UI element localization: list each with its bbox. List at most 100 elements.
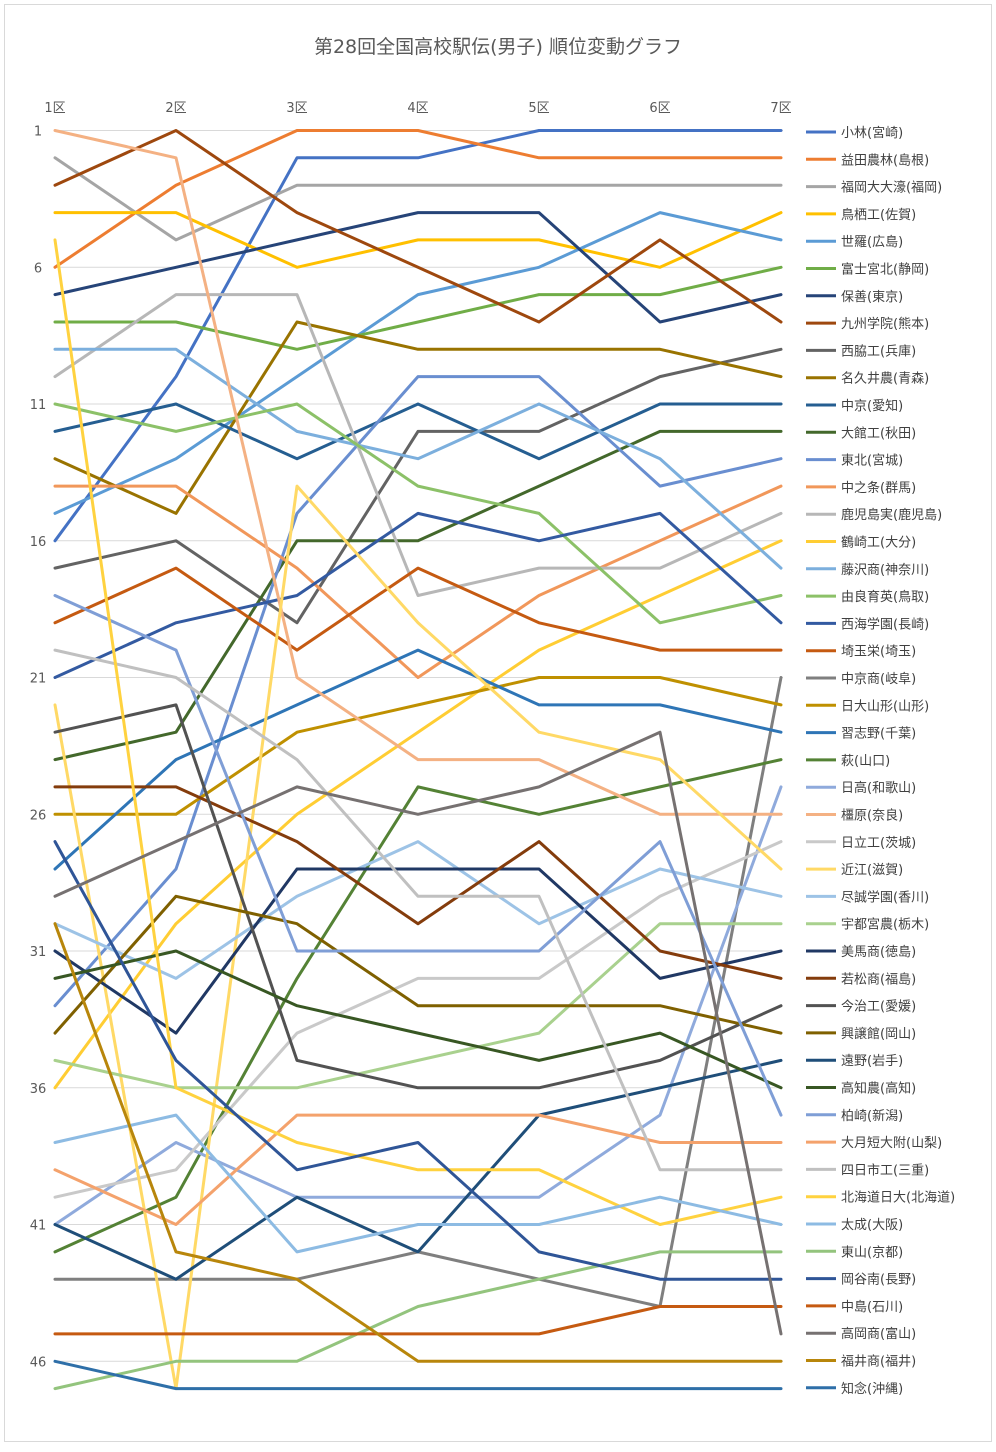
legend-label: 尽誠学園(香川) xyxy=(841,889,929,905)
legend-label: 日高(和歌山) xyxy=(841,780,916,796)
legend-label: 東山(京都) xyxy=(841,1244,903,1260)
series-line-29 xyxy=(53,840,783,980)
series-line-44 xyxy=(53,1305,783,1336)
legend-label: 大館工(秋田) xyxy=(841,426,916,441)
x-tick-label: 7区 xyxy=(770,101,791,116)
series-line-14 xyxy=(53,484,783,679)
series-line-40 xyxy=(53,238,783,1226)
legend-label: 近江(滋賀) xyxy=(841,863,903,878)
series-line-22 xyxy=(53,676,783,816)
series-line-3 xyxy=(53,156,783,242)
x-tick-label: 6区 xyxy=(649,101,670,116)
x-tick-label: 4区 xyxy=(407,101,428,116)
legend-label: 埼玉栄(埼玉) xyxy=(841,645,916,660)
legend-label: 四日市工(三重) xyxy=(841,1162,929,1178)
y-tick-label: 26 xyxy=(30,808,47,823)
series-line-12 xyxy=(53,429,783,762)
series-line-6 xyxy=(53,265,783,351)
legend-label: 岡谷南(長野) xyxy=(841,1272,916,1288)
y-tick-label: 11 xyxy=(30,398,47,413)
y-tick-label: 36 xyxy=(30,1082,47,1097)
legend-label: 由良育英(鳥取) xyxy=(841,589,929,605)
y-tick-label: 46 xyxy=(30,1355,47,1370)
series-line-4 xyxy=(53,211,783,269)
series-line-15 xyxy=(53,293,783,597)
legend-label: 中島(石川) xyxy=(841,1300,903,1315)
x-tick-label: 2区 xyxy=(165,101,186,116)
series-line-46 xyxy=(53,922,783,1363)
legend-label: 大月短大附(山梨) xyxy=(841,1136,942,1151)
legend-label: 鹿児島実(鹿児島) xyxy=(841,507,942,523)
legend-label: 世羅(広島) xyxy=(841,235,903,250)
series-line-37 xyxy=(53,594,783,1117)
legend-label: 西脇工(兵庫) xyxy=(841,344,916,359)
y-tick-label: 21 xyxy=(30,672,47,687)
legend-label: 若松商(福島) xyxy=(841,971,916,987)
series-line-45 xyxy=(53,730,783,1336)
series-line-47 xyxy=(53,1359,783,1391)
series-line-25 xyxy=(53,785,783,1226)
series-line-23 xyxy=(53,648,783,871)
series-line-8 xyxy=(53,129,783,324)
legend-label: 北海道日大(北海道) xyxy=(841,1191,955,1206)
x-axis-labels: 1区 2区 3区 4区 5区 6区 7区 xyxy=(44,101,791,116)
legend-label: 名久井農(青森) xyxy=(841,371,929,387)
legend-label: 日立工(茨城) xyxy=(841,836,916,851)
legend-label: 福岡大大濠(福岡) xyxy=(841,180,942,196)
legend-label: 興譲館(岡山) xyxy=(841,1026,916,1042)
legend-label: 習志野(千葉) xyxy=(841,727,916,742)
legend-label: 中京(愛知) xyxy=(841,398,903,414)
gridlines xyxy=(55,130,783,1362)
series-line-33 xyxy=(53,703,783,1090)
legend-label: 高知農(高知) xyxy=(841,1081,916,1097)
x-tick-label: 5区 xyxy=(528,101,549,116)
x-tick-label: 1区 xyxy=(44,101,65,116)
series-line-36 xyxy=(53,949,783,1090)
legend-label: 橿原(奈良) xyxy=(841,808,903,824)
chart-frame xyxy=(4,4,992,1442)
legend-label: 保善(東京) xyxy=(841,289,903,305)
legend-label: 高岡商(富山) xyxy=(841,1326,916,1342)
legend-label: 宇都宮農(栃木) xyxy=(841,917,929,933)
series-line-1 xyxy=(53,129,783,543)
legend-label: 中京商(岐阜) xyxy=(841,671,916,687)
legend-label: 九州学院(熊本) xyxy=(841,316,929,332)
legend-label: 小林(宮崎) xyxy=(841,125,903,141)
series-line-41 xyxy=(53,1113,783,1254)
legend-label: 今治工(愛媛) xyxy=(841,999,916,1015)
series-line-38 xyxy=(53,1113,783,1226)
legend-label: 東北(宮城) xyxy=(841,453,903,469)
series-line-26 xyxy=(53,129,783,816)
legend-label: 美馬商(徳島) xyxy=(841,945,916,960)
series-line-39 xyxy=(53,648,783,1172)
y-tick-label: 1 xyxy=(34,125,42,140)
legend-label: 西海学園(長崎) xyxy=(841,616,929,632)
series-line-34 xyxy=(53,894,783,1035)
legend-label: 柏崎(新潟) xyxy=(841,1108,903,1124)
series-line-10 xyxy=(53,320,783,515)
legend-label: 日大山形(山形) xyxy=(841,699,929,714)
series-line-7 xyxy=(53,211,783,324)
y-tick-label: 16 xyxy=(30,535,47,550)
legend-label: 萩(山口) xyxy=(841,754,890,769)
series-line-9 xyxy=(53,347,783,625)
series-line-31 xyxy=(53,867,783,1035)
series-line-43 xyxy=(53,840,783,1281)
legend-label: 福井商(福井) xyxy=(841,1355,916,1370)
series-line-32 xyxy=(53,785,783,980)
series-line-18 xyxy=(53,402,783,625)
y-tick-label: 6 xyxy=(34,261,42,276)
series-line-19 xyxy=(53,511,783,679)
series-line-16 xyxy=(53,539,783,1090)
legend-label: 藤沢商(神奈川) xyxy=(841,563,929,578)
legend: 小林(宮崎) 益田農林(島根) 福岡大大濠(福岡) 鳥栖工(佐賀) 世羅(広島) 富士宮北… xyxy=(806,125,955,1397)
legend-label: 富士宮北(静岡) xyxy=(841,262,929,278)
series-line-24 xyxy=(53,758,783,1254)
legend-label: 中之条(群馬) xyxy=(841,480,916,496)
series-line-27 xyxy=(53,840,783,1199)
legend-label: 太成(大阪) xyxy=(841,1218,903,1233)
legend-label: 知念(沖縄) xyxy=(841,1381,903,1397)
y-tick-label: 41 xyxy=(30,1219,47,1234)
series-line-42 xyxy=(53,1250,783,1391)
